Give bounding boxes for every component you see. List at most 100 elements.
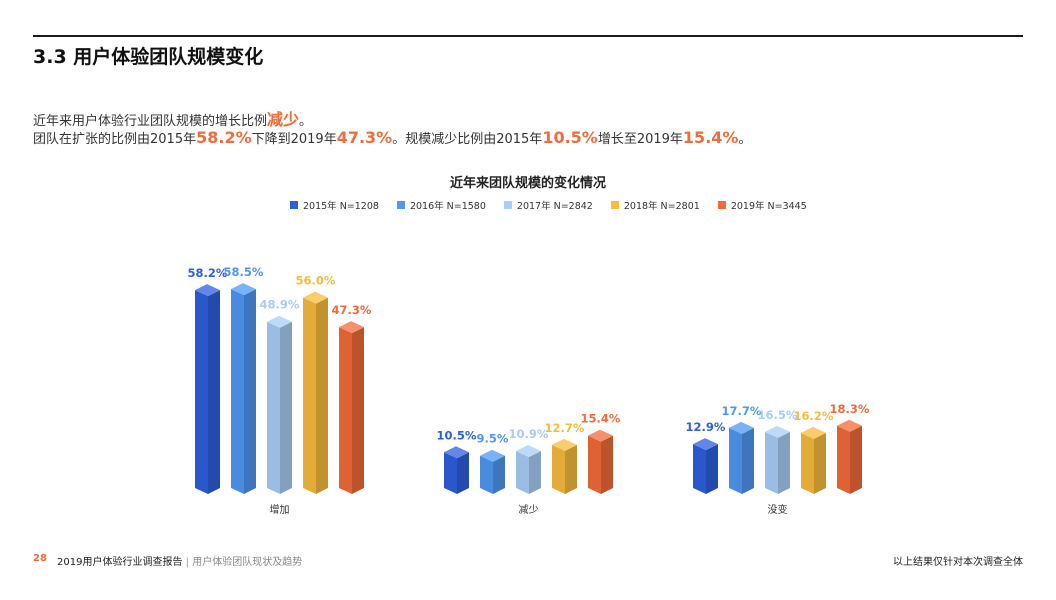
bar-top-face bbox=[444, 446, 469, 459]
legend-label: 2019年 N=3445 bbox=[730, 201, 807, 212]
bar-front-face bbox=[588, 435, 601, 494]
legend-swatch bbox=[503, 201, 512, 209]
bar-value-label: 17.7% bbox=[722, 404, 762, 418]
bar-value-label: 56.0% bbox=[296, 274, 336, 288]
legend-label: 2017年 N=2842 bbox=[516, 201, 593, 212]
bar-front-face bbox=[693, 444, 706, 494]
bar-value-label: 16.2% bbox=[794, 409, 834, 423]
bar-side-face bbox=[601, 435, 613, 494]
bar-side-face bbox=[778, 431, 790, 494]
top-rule bbox=[33, 35, 1023, 37]
desc-highlight: 15.4% bbox=[682, 128, 739, 147]
bar-side-face bbox=[493, 455, 505, 494]
bar-value-label: 15.4% bbox=[581, 412, 621, 426]
bar-value-label: 18.3% bbox=[830, 402, 870, 416]
legend-label: 2018年 N=2801 bbox=[623, 201, 700, 212]
chart-legend: 2015年 N=1208 2016年 N=1580 2017年 N=2842 2… bbox=[290, 198, 807, 212]
bar-value-label: 10.9% bbox=[509, 427, 549, 441]
bar-side-face bbox=[742, 427, 754, 494]
bar-value-label: 16.5% bbox=[758, 408, 798, 422]
bar-front-face bbox=[444, 452, 457, 494]
bar-top-face bbox=[231, 283, 256, 296]
report-title: 2019用户体验行业调查报告 | 用户体验团队现状及趋势 bbox=[57, 553, 302, 568]
legend-item: 2019年 N=3445 bbox=[717, 198, 807, 212]
bar-front-face bbox=[480, 455, 493, 494]
desc-highlight: 减少 bbox=[267, 110, 300, 129]
legend-label: 2016年 N=1580 bbox=[409, 201, 486, 212]
legend-item: 2017年 N=2842 bbox=[503, 198, 593, 212]
bar-front-face bbox=[267, 321, 280, 494]
category-label: 没变 bbox=[768, 503, 788, 516]
legend-swatch bbox=[610, 201, 619, 209]
bar-front-face bbox=[339, 327, 352, 494]
bar-front-face bbox=[195, 290, 208, 494]
bar-side-face bbox=[316, 297, 328, 494]
bar-side-face bbox=[280, 321, 292, 494]
bar-side-face bbox=[208, 290, 220, 494]
bar-top-face bbox=[267, 315, 292, 328]
bar-front-face bbox=[303, 297, 316, 494]
bar-front-face bbox=[231, 289, 244, 494]
bar-top-face bbox=[837, 419, 862, 432]
legend-item: 2015年 N=1208 bbox=[290, 198, 379, 212]
chart-title: 近年来团队规模的变化情况 bbox=[449, 176, 606, 191]
bar-top-face bbox=[303, 291, 328, 304]
desc-text: 下降到2019年 bbox=[251, 132, 337, 147]
bar-top-face bbox=[765, 425, 790, 438]
desc-text: 团队在扩张的比例由2015年 bbox=[33, 132, 197, 147]
category-label: 增加 bbox=[270, 503, 290, 516]
bar-value-label: 12.7% bbox=[545, 421, 585, 435]
bar-top-face bbox=[516, 444, 541, 457]
bar-front-face bbox=[765, 431, 778, 494]
bar-value-label: 48.9% bbox=[260, 298, 300, 312]
category-label: 减少 bbox=[519, 504, 539, 516]
bar-side-face bbox=[814, 432, 826, 494]
bar-side-face bbox=[457, 452, 469, 494]
legend-swatch bbox=[290, 201, 298, 209]
bar-front-face bbox=[729, 427, 742, 494]
report-separator: | bbox=[185, 557, 190, 568]
bar-side-face bbox=[706, 444, 718, 494]
description-line-1: 近年来用户体验行业团队规模的增长比例减少。 bbox=[33, 106, 312, 130]
bar-side-face bbox=[529, 450, 541, 494]
bar-value-label: 12.9% bbox=[686, 420, 726, 434]
report-title-text: 2019用户体验行业调查报告 bbox=[57, 557, 183, 568]
bar-value-label: 10.5% bbox=[437, 428, 477, 442]
bar-side-face bbox=[352, 327, 364, 494]
desc-text: 。 bbox=[738, 132, 752, 147]
bar-top-face bbox=[339, 321, 364, 334]
desc-text: 。 bbox=[299, 114, 313, 129]
legend-swatch bbox=[717, 201, 726, 209]
bar-top-face bbox=[588, 429, 613, 442]
desc-highlight: 47.3% bbox=[336, 128, 393, 147]
bar-top-face bbox=[552, 438, 577, 451]
bar-front-face bbox=[801, 432, 814, 494]
bar-front-face bbox=[552, 444, 565, 494]
bar-value-label: 47.3% bbox=[332, 303, 372, 317]
bar-front-face bbox=[837, 425, 850, 494]
desc-text: 近年来用户体验行业团队规模的增长比例 bbox=[33, 114, 268, 129]
bar-side-face bbox=[244, 289, 256, 494]
disclaimer: 以上结果仅针对本次调查全体 bbox=[893, 557, 1023, 568]
bar-front-face bbox=[516, 450, 529, 494]
legend-item: 2018年 N=2801 bbox=[610, 198, 700, 212]
legend-item: 2016年 N=1580 bbox=[396, 198, 486, 212]
desc-text: 。规模减少比例由2015年 bbox=[392, 132, 543, 147]
bar-top-face bbox=[729, 421, 754, 434]
bar-value-label: 58.5% bbox=[224, 265, 264, 279]
description-line-2: 团队在扩张的比例由2015年58.2%下降到2019年47.3%。规模减少比例由… bbox=[33, 128, 751, 147]
bar-side-face bbox=[850, 425, 862, 494]
page-number: 28 bbox=[33, 553, 47, 564]
bar-side-face bbox=[565, 444, 577, 494]
page-title: 3.3 用户体验团队规模变化 bbox=[33, 46, 264, 68]
bar-top-face bbox=[801, 426, 826, 439]
bar-top-face bbox=[195, 284, 220, 297]
desc-highlight: 58.2% bbox=[196, 128, 252, 147]
report-subtitle: 用户体验团队现状及趋势 bbox=[192, 557, 303, 568]
bar-value-label: 58.2% bbox=[188, 266, 228, 280]
desc-highlight: 10.5% bbox=[542, 128, 598, 147]
legend-label: 2015年 N=1208 bbox=[303, 201, 379, 212]
bar-value-label: 9.5% bbox=[477, 432, 509, 446]
desc-text: 增长至2019年 bbox=[597, 132, 683, 147]
